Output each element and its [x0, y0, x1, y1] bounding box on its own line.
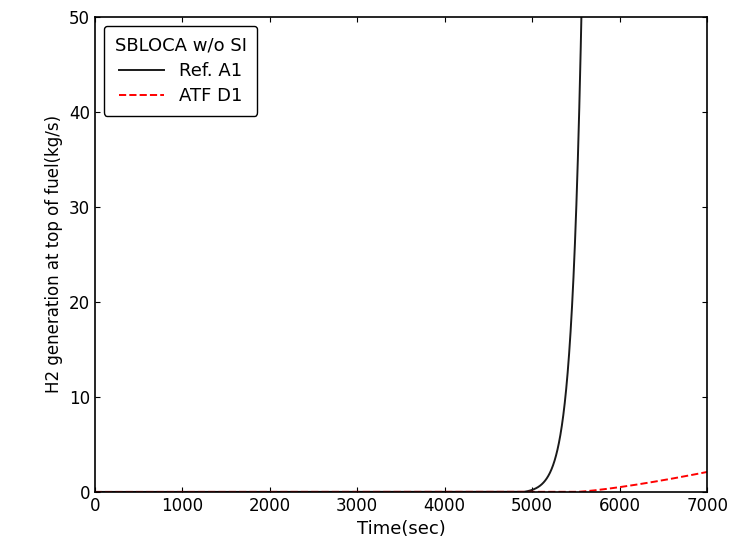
- Y-axis label: H2 generation at top of fuel(kg/s): H2 generation at top of fuel(kg/s): [45, 115, 63, 394]
- X-axis label: Time(sec): Time(sec): [356, 520, 445, 538]
- Legend: Ref. A1, ATF D1: Ref. A1, ATF D1: [104, 26, 257, 116]
